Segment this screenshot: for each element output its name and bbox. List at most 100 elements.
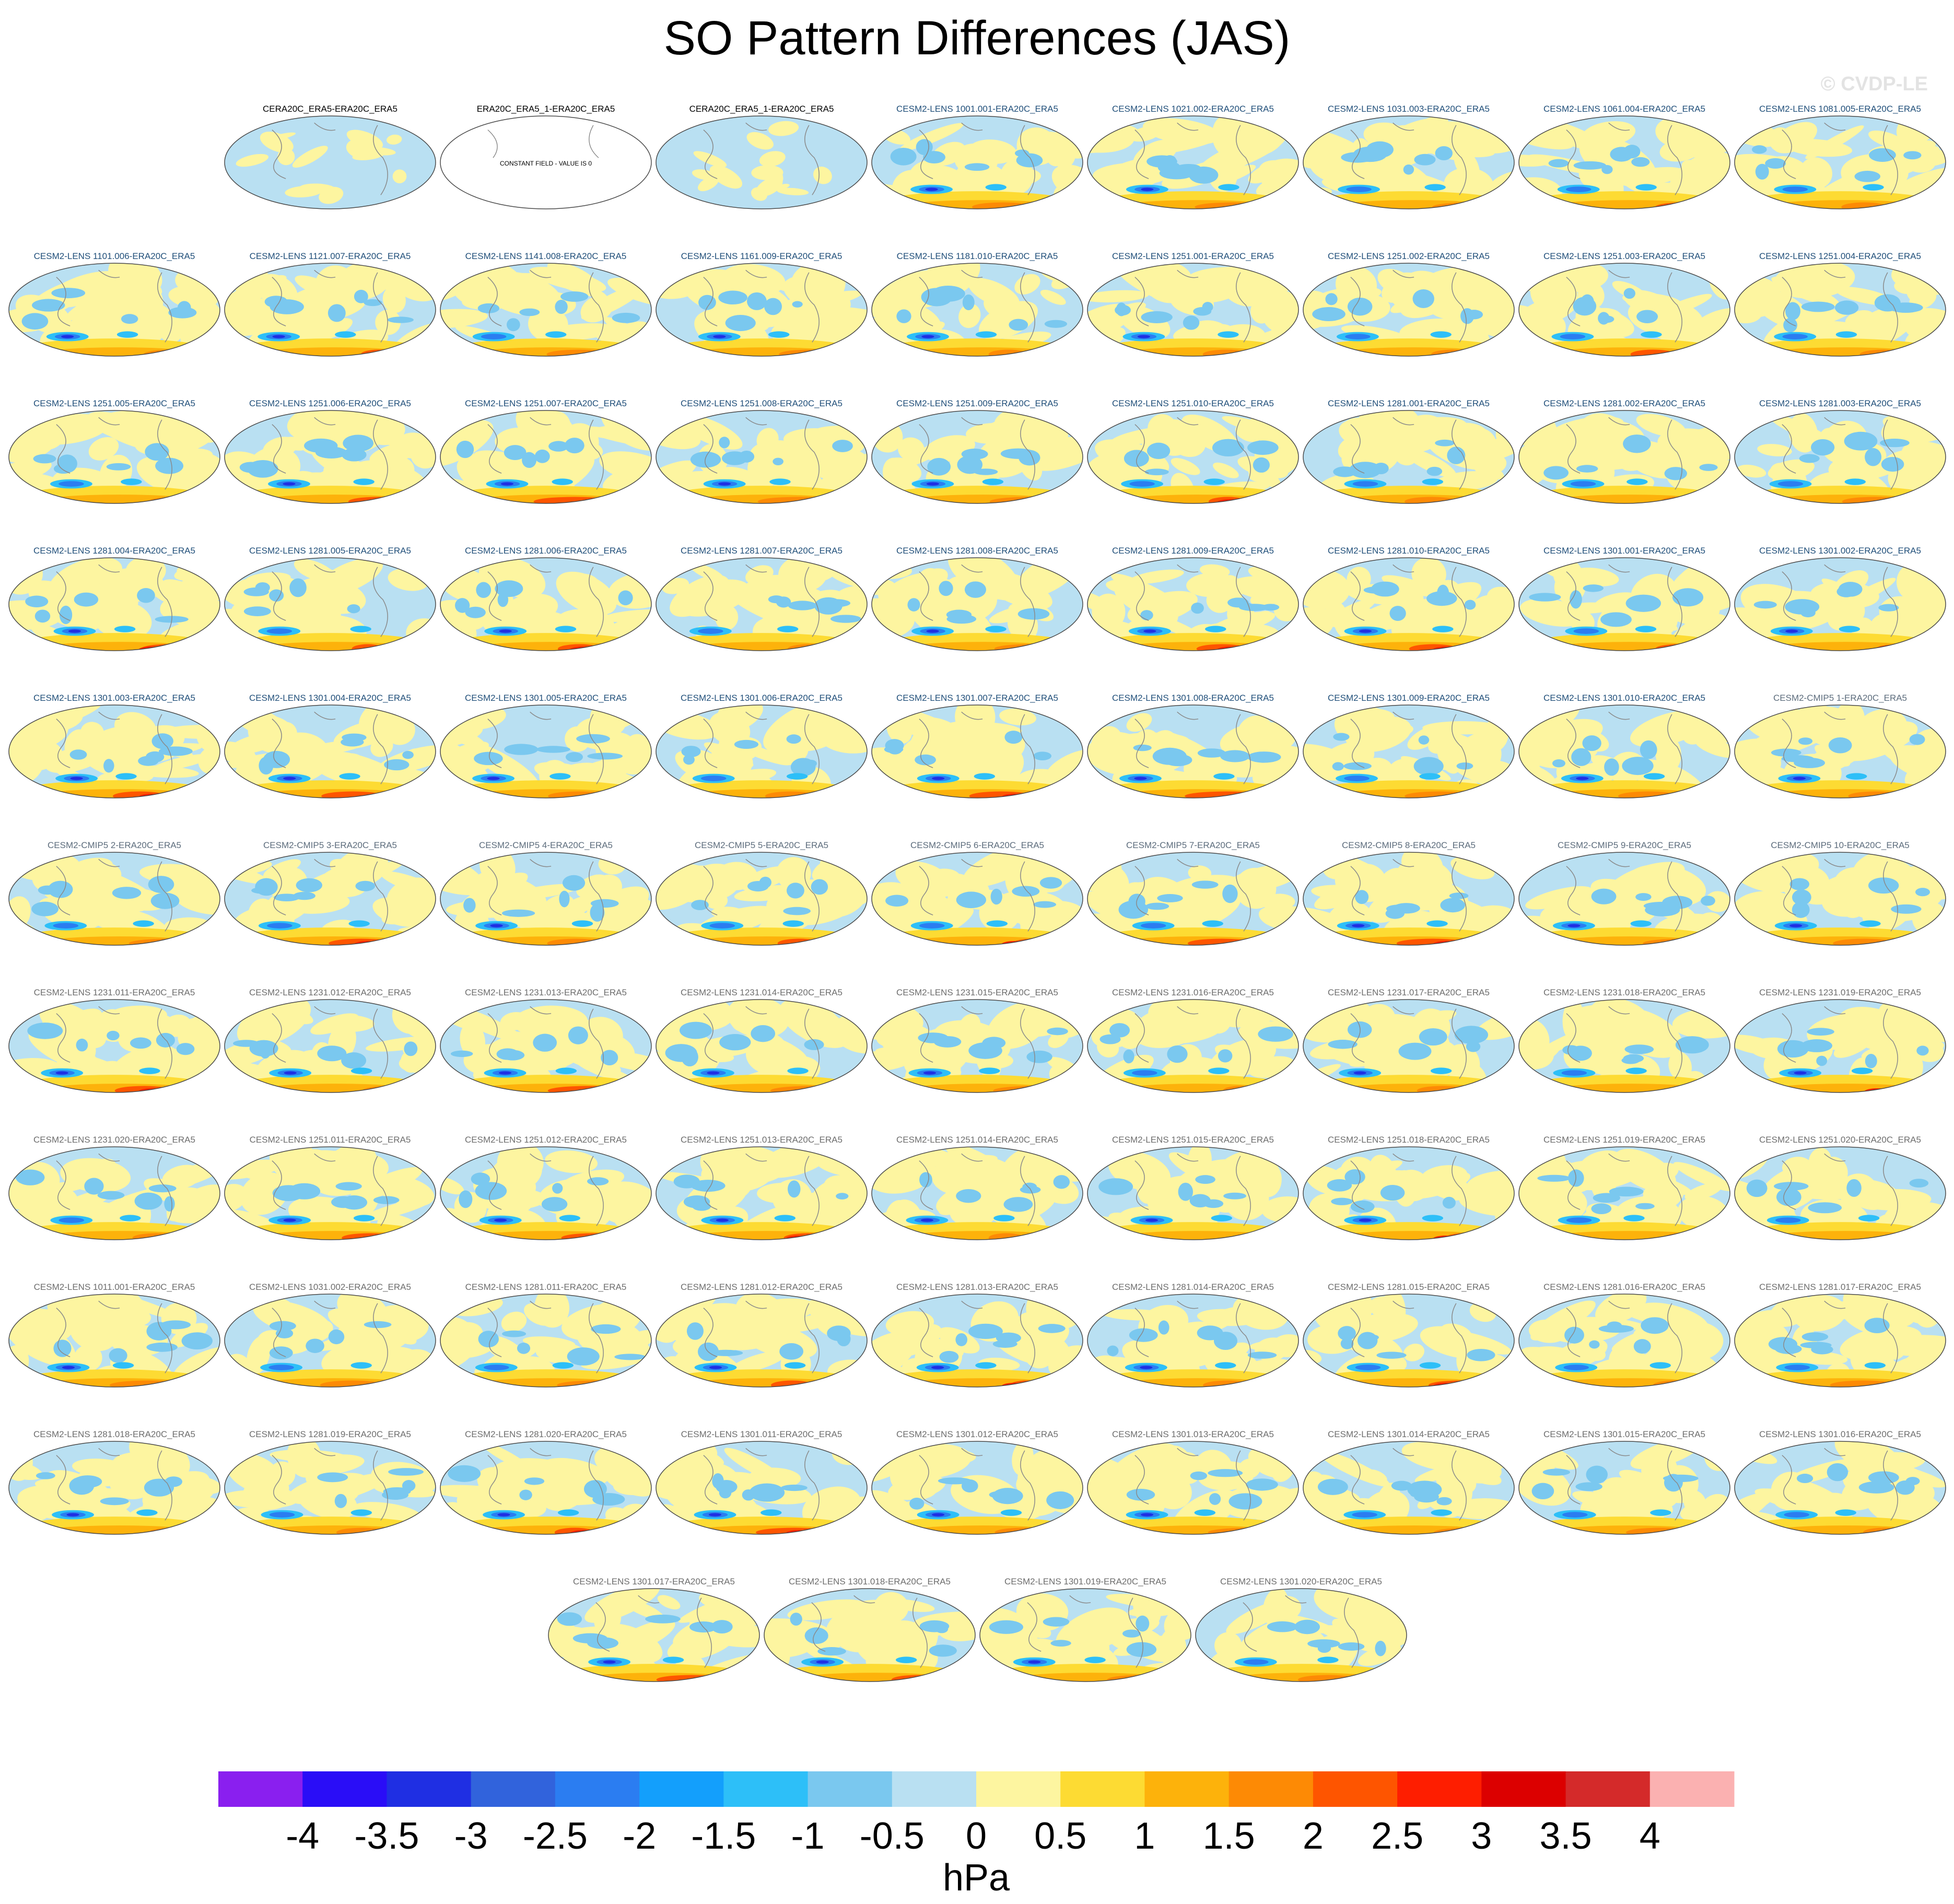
- anomaly-positive-patch: [485, 875, 547, 912]
- southern-ocean-minimum: [283, 777, 296, 780]
- anomaly-negative-patch: [51, 288, 86, 299]
- anomaly-negative-patch: [749, 1483, 785, 1502]
- southern-ocean-minimum: [1562, 1512, 1588, 1518]
- anomaly-positive-patch: [1619, 1470, 1665, 1492]
- anomaly-negative-patch: [1363, 586, 1393, 594]
- map-panel: CESM2-LENS 1251.003-ERA20C_ERA5: [1518, 251, 1730, 357]
- anomaly-positive-patch: [225, 1184, 248, 1212]
- southern-ocean-minimum: [272, 335, 285, 338]
- anomaly-negative-patch: [1915, 888, 1930, 897]
- anomaly-negative-patch: [817, 1647, 846, 1656]
- anomaly-negative-patch: [343, 434, 373, 452]
- southern-ocean-minimum: [1851, 1067, 1873, 1074]
- coastline: [1782, 711, 1898, 784]
- colorbar-tick-label: -1: [791, 1815, 825, 1857]
- map-outline: [224, 1146, 436, 1240]
- panel-title: CESM2-LENS 1281.018-ERA20C_ERA5: [33, 1429, 195, 1439]
- anomaly-negative-patch: [1624, 1044, 1654, 1054]
- anomaly-positive-patch: [107, 1005, 167, 1026]
- anomaly-negative-patch: [1878, 604, 1899, 612]
- anomaly-negative-patch: [97, 1191, 125, 1200]
- anomaly-negative-patch: [502, 1330, 526, 1337]
- anomaly-negative-patch: [1755, 163, 1769, 180]
- map-outline: [1518, 557, 1730, 651]
- anomaly-positive-patch: [1445, 1044, 1480, 1082]
- southern-ocean-minimum: [985, 626, 1007, 632]
- map-panel: CESM2-LENS 1251.018-ERA20C_ERA5: [1303, 1135, 1515, 1240]
- coastline: [703, 859, 820, 932]
- anomaly-positive-patch: [387, 877, 436, 913]
- map-panel: ERA20C_ERA5_1-ERA20C_ERA5 CONSTANT FIELD …: [440, 104, 652, 209]
- anomaly-positive-patch: [397, 926, 436, 939]
- anomaly-negative-patch: [1343, 762, 1372, 770]
- southern-ocean-minimum: [484, 1365, 509, 1370]
- map-panel: CESM2-LENS 1011.001-ERA20C_ERA5: [8, 1282, 220, 1388]
- anomaly-negative-patch: [107, 1030, 120, 1041]
- anomaly-negative-patch: [811, 879, 828, 895]
- anomaly-positive-patch: [1605, 601, 1678, 631]
- anomaly-positive-patch: [1373, 426, 1424, 455]
- southern-ocean-minimum: [1431, 1509, 1452, 1516]
- anomaly-negative-patch: [259, 757, 274, 775]
- anomaly-positive-patch: [225, 1042, 260, 1063]
- anomaly-negative-patch: [885, 895, 909, 907]
- anomaly-negative-patch: [739, 451, 755, 463]
- southern-ocean-minimum: [335, 331, 356, 338]
- anomaly-negative-patch: [504, 445, 526, 461]
- anomaly-positive-patch: [1827, 578, 1896, 616]
- panel-title: CESM2-LENS 1301.008-ERA20C_ERA5: [1112, 693, 1274, 703]
- anomaly-negative-patch: [1865, 448, 1882, 466]
- anomaly-negative-patch: [384, 759, 409, 771]
- southern-ocean-minimum: [1782, 186, 1808, 192]
- anomaly-positive-patch: [113, 1330, 144, 1349]
- coastline: [1350, 1448, 1467, 1521]
- anomaly-positive-patch: [1472, 462, 1504, 480]
- coastline: [487, 269, 604, 343]
- coastline: [919, 859, 1035, 932]
- coastline: [1782, 269, 1898, 343]
- map-outline: [1087, 115, 1299, 209]
- anomaly-negative-patch: [1573, 161, 1606, 170]
- map-outline: [1087, 557, 1299, 651]
- southern-ocean-minimum: [1422, 1215, 1444, 1221]
- anomaly-negative-patch: [112, 887, 142, 899]
- coastline: [56, 859, 172, 932]
- anomaly-positive-patch: [1238, 872, 1292, 892]
- map-outline: [979, 1588, 1191, 1682]
- colorbar-tick-label: -3: [454, 1815, 488, 1857]
- anomaly-negative-patch: [1380, 1184, 1405, 1201]
- anomaly-negative-patch: [681, 746, 701, 758]
- map-panel: CESM2-LENS 1231.017-ERA20C_ERA5: [1303, 988, 1515, 1093]
- anomaly-negative-patch: [919, 1172, 932, 1188]
- map-panel: CESM2-LENS 1301.012-ERA20C_ERA5: [871, 1429, 1083, 1535]
- anomaly-negative-patch: [890, 147, 917, 166]
- coastline: [703, 711, 820, 784]
- southern-ocean-minimum: [1137, 335, 1151, 338]
- map-panel: CESM2-LENS 1231.019-ERA20C_ERA5: [1734, 988, 1946, 1093]
- panel-title: CESM2-LENS 1281.016-ERA20C_ERA5: [1543, 1282, 1705, 1292]
- anomaly-positive-patch: [292, 146, 328, 168]
- map-panel: CESM2-LENS 1251.011-ERA20C_ERA5: [224, 1135, 436, 1240]
- anomaly-negative-patch: [317, 1045, 347, 1062]
- anomaly-negative-patch: [1447, 446, 1466, 464]
- anomaly-negative-patch: [1880, 439, 1910, 448]
- anomaly-negative-patch: [100, 1497, 129, 1506]
- southern-ocean-minimum: [932, 777, 945, 780]
- southern-ocean-minimum: [1028, 1660, 1041, 1664]
- anomaly-positive-patch: [467, 1009, 540, 1051]
- anomaly-positive-patch: [268, 1298, 294, 1317]
- anomaly-positive-patch: [1335, 861, 1371, 898]
- coastline: [56, 711, 172, 784]
- panel-title: CESM2-LENS 1251.019-ERA20C_ERA5: [1543, 1135, 1705, 1145]
- colorbar-tick-label: 2.5: [1371, 1815, 1423, 1857]
- southern-ocean-minimum: [1419, 773, 1441, 780]
- map-outline: [224, 115, 436, 209]
- anomaly-negative-patch: [587, 753, 623, 760]
- anomaly-negative-patch: [1460, 308, 1475, 324]
- anomaly-positive-patch: [1126, 713, 1152, 732]
- anomaly-negative-patch: [1641, 1317, 1669, 1334]
- map-outline: [656, 704, 868, 798]
- anomaly-positive-patch: [1792, 462, 1815, 478]
- southern-ocean-minimum: [1359, 629, 1372, 633]
- anomaly-negative-patch: [74, 592, 99, 607]
